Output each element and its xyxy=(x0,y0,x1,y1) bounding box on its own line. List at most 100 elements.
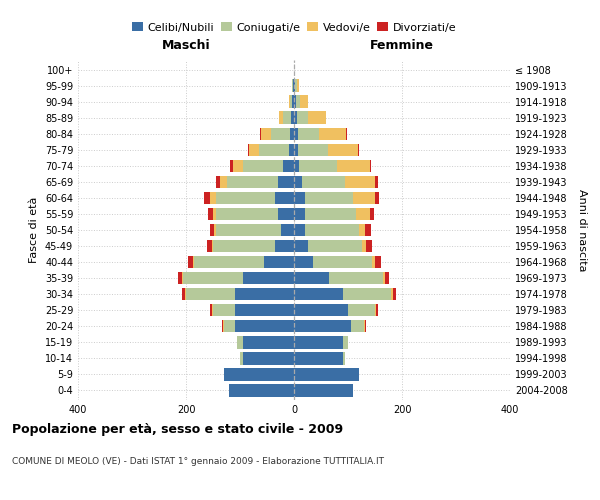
Bar xyxy=(213,208,216,220)
Bar xyxy=(391,288,393,300)
Bar xyxy=(283,112,292,124)
Bar xyxy=(227,176,278,188)
Bar xyxy=(224,320,235,332)
Bar xyxy=(361,240,366,252)
Bar xyxy=(223,320,224,332)
Bar xyxy=(249,144,259,156)
Bar xyxy=(365,224,371,236)
Bar xyxy=(393,288,395,300)
Bar xyxy=(353,192,375,204)
Bar xyxy=(238,336,242,348)
Bar xyxy=(188,256,193,268)
Bar xyxy=(343,288,391,300)
Bar xyxy=(370,208,374,220)
Bar xyxy=(235,320,294,332)
Bar xyxy=(294,368,359,380)
Bar xyxy=(204,192,211,204)
Bar xyxy=(283,160,294,172)
Bar xyxy=(229,384,294,396)
Bar xyxy=(292,80,293,92)
Bar xyxy=(300,96,308,108)
Bar xyxy=(294,160,299,172)
Bar xyxy=(294,272,329,284)
Bar xyxy=(308,240,361,252)
Bar xyxy=(216,176,220,188)
Bar xyxy=(299,160,337,172)
Bar xyxy=(186,288,235,300)
Bar xyxy=(208,208,213,220)
Bar xyxy=(305,224,359,236)
Bar xyxy=(296,96,300,108)
Bar xyxy=(261,128,271,140)
Bar xyxy=(294,208,305,220)
Bar xyxy=(298,128,319,140)
Bar xyxy=(313,256,372,268)
Bar xyxy=(289,96,290,108)
Legend: Celibi/Nubili, Coniugati/e, Vedovi/e, Divorziati/e: Celibi/Nubili, Coniugati/e, Vedovi/e, Di… xyxy=(127,18,461,37)
Bar xyxy=(358,144,359,156)
Bar xyxy=(359,224,365,236)
Bar xyxy=(242,272,294,284)
Bar xyxy=(302,176,346,188)
Bar xyxy=(206,240,212,252)
Bar xyxy=(240,352,242,364)
Bar xyxy=(212,304,213,316)
Bar xyxy=(290,96,292,108)
Bar xyxy=(213,240,275,252)
Bar xyxy=(346,128,347,140)
Bar xyxy=(281,224,294,236)
Bar xyxy=(375,256,382,268)
Bar xyxy=(295,80,296,92)
Bar xyxy=(242,336,294,348)
Bar xyxy=(210,304,212,316)
Bar xyxy=(294,384,353,396)
Bar xyxy=(348,304,375,316)
Bar xyxy=(294,256,313,268)
Bar xyxy=(294,240,308,252)
Bar xyxy=(375,192,379,204)
Bar xyxy=(366,240,372,252)
Bar xyxy=(329,272,383,284)
Bar xyxy=(194,256,265,268)
Bar xyxy=(364,320,365,332)
Bar xyxy=(184,272,242,284)
Bar xyxy=(350,320,364,332)
Bar xyxy=(210,224,214,236)
Bar xyxy=(294,128,298,140)
Bar xyxy=(305,208,356,220)
Bar xyxy=(210,192,216,204)
Bar xyxy=(233,160,242,172)
Bar xyxy=(278,208,294,220)
Text: COMUNE DI MEOLO (VE) - Dati ISTAT 1° gennaio 2009 - Elaborazione TUTTITALIA.IT: COMUNE DI MEOLO (VE) - Dati ISTAT 1° gen… xyxy=(12,458,384,466)
Bar xyxy=(343,336,348,348)
Bar xyxy=(337,160,370,172)
Bar xyxy=(259,144,289,156)
Bar xyxy=(305,192,353,204)
Bar xyxy=(271,128,290,140)
Bar xyxy=(356,208,370,220)
Text: Popolazione per età, sesso e stato civile - 2009: Popolazione per età, sesso e stato civil… xyxy=(12,422,343,436)
Bar xyxy=(294,80,295,92)
Bar xyxy=(294,112,296,124)
Bar xyxy=(182,272,184,284)
Bar xyxy=(230,160,233,172)
Bar xyxy=(296,80,299,92)
Bar xyxy=(275,240,294,252)
Bar xyxy=(294,336,343,348)
Bar xyxy=(375,176,378,188)
Bar xyxy=(290,128,294,140)
Bar xyxy=(224,368,294,380)
Bar xyxy=(294,176,302,188)
Bar xyxy=(376,304,378,316)
Bar xyxy=(242,352,294,364)
Bar xyxy=(294,352,343,364)
Bar xyxy=(216,192,275,204)
Bar xyxy=(372,256,375,268)
Bar xyxy=(365,320,367,332)
Bar xyxy=(235,304,294,316)
Bar xyxy=(216,208,278,220)
Bar xyxy=(260,128,261,140)
Bar xyxy=(212,240,213,252)
Bar xyxy=(220,176,227,188)
Bar xyxy=(375,304,376,316)
